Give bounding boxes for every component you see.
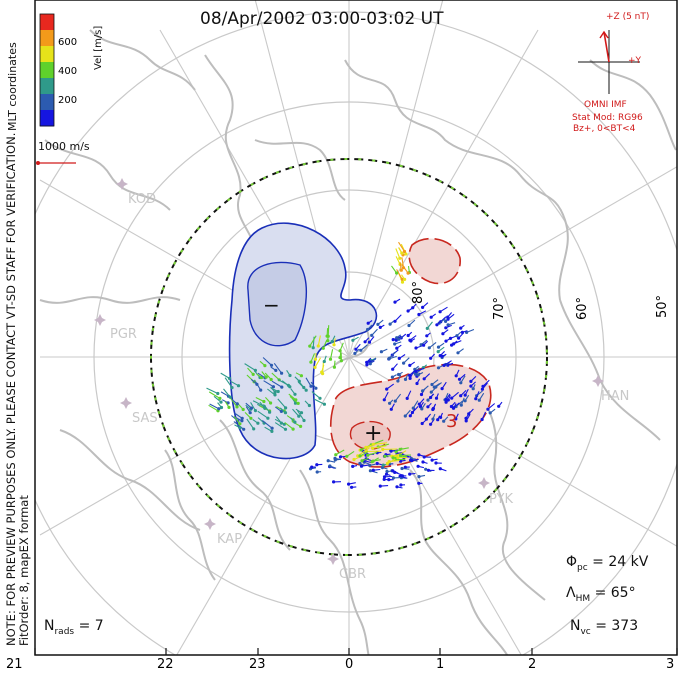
vector-arrow — [395, 315, 401, 322]
mlt-tick-3: 3 — [666, 657, 674, 672]
vector-arrow — [378, 320, 383, 324]
latitude-label-80: 80° — [411, 281, 426, 304]
colorbar-title: Vel [m/s] — [93, 26, 104, 70]
latitude-label-60: 60° — [575, 297, 590, 320]
vector-arrow — [399, 242, 405, 251]
stat-model-label: Stat Mod: RG96 — [572, 113, 643, 123]
vector-arrow — [335, 459, 340, 460]
vector-arrow — [221, 373, 230, 378]
station-label-han: HAN — [601, 389, 629, 404]
imf-condition-label: Bz+, 0<BT<4 — [573, 124, 635, 134]
mlt-tick-22: 22 — [157, 657, 174, 672]
vector-arrow — [404, 358, 410, 363]
vector-arrow — [349, 483, 356, 484]
negative-cell-symbol: − — [263, 293, 280, 317]
vector-arrow — [402, 469, 409, 470]
vector-arrow — [399, 248, 402, 254]
vector-arrow — [328, 461, 335, 463]
stat-phi-pc: Φpc = 24 kV — [566, 554, 648, 573]
station-marker — [327, 556, 339, 562]
vector-arrow — [207, 388, 218, 393]
vector-arrow — [440, 307, 447, 312]
vector-arrow — [499, 402, 502, 406]
vector-arrow — [395, 299, 400, 302]
latitude-label-50: 50° — [655, 295, 670, 318]
vector-arrow — [443, 330, 448, 334]
vector-arrow — [393, 364, 398, 370]
station-label-kod: KOD — [128, 192, 156, 207]
station-label-sas: SAS — [132, 411, 158, 426]
mlt-tick-21: 21 — [6, 657, 23, 672]
vector-arrow — [410, 362, 415, 365]
fit-order-note: FitOrder: 8, mapEX format — [17, 495, 31, 646]
colorbar-tick-200: 200 — [58, 95, 77, 106]
mlt-axis-ticks — [35, 648, 677, 655]
velocity-colorbar — [40, 14, 54, 127]
colorbar-segment — [40, 14, 54, 31]
vector-arrow — [331, 349, 333, 359]
station-label-pgr: PGR — [110, 327, 137, 342]
vector-arrow — [457, 332, 461, 336]
imf-source-label: OMNI IMF — [584, 100, 627, 110]
mlt-tick-0: 0 — [345, 657, 353, 672]
colorbar-segment — [40, 46, 54, 63]
vector-arrow — [439, 343, 445, 347]
vector-arrow — [458, 349, 464, 353]
colorbar-segment — [40, 62, 54, 79]
scale-vector — [36, 161, 76, 165]
station-marker — [204, 521, 216, 527]
vector-arrow — [373, 470, 380, 471]
colorbar-tick-600: 600 — [58, 37, 77, 48]
colorbar-segment — [40, 30, 54, 47]
latitude-label-70: 70° — [492, 297, 507, 320]
colorbar-segment — [40, 110, 54, 127]
vector-arrow — [224, 389, 231, 397]
vector-arrow — [467, 330, 474, 333]
vector-arrow — [372, 329, 378, 335]
stat-lambda-hm: ΛHM = 65° — [566, 585, 636, 604]
imf-z-label: +Z (5 nT) — [606, 12, 649, 22]
contour-label: 3 — [446, 411, 457, 432]
station-marker — [120, 400, 132, 406]
mlt-tick-1: 1 — [436, 657, 444, 672]
imf-y-label: +Y — [628, 56, 641, 66]
mlt-tick-23: 23 — [249, 657, 266, 672]
positive-cell-symbol: + — [364, 421, 382, 446]
colorbar-tick-400: 400 — [58, 66, 77, 77]
colorbar-segment — [40, 94, 54, 111]
vector-arrow — [431, 314, 436, 317]
stat-n-vc: Nvc = 373 — [570, 618, 638, 637]
preview-note: NOTE: FOR PREVIEW PURPOSES ONLY. PLEASE … — [4, 133, 18, 646]
station-label-cbr: CBR — [339, 567, 366, 582]
station-label-kap: KAP — [217, 532, 242, 547]
mlt-coordinates-label: MLT coordinates — [6, 42, 19, 131]
vector-arrow — [380, 486, 388, 487]
vector-arrow — [370, 337, 375, 343]
scale-vector-label: 1000 m/s — [38, 140, 90, 153]
vector-arrow — [327, 328, 328, 336]
vector-arrow — [328, 325, 329, 336]
mlt-tick-2: 2 — [528, 657, 536, 672]
vector-arrow — [408, 332, 412, 335]
vector-arrow — [316, 353, 317, 359]
vector-arrow — [490, 409, 495, 413]
vector-arrow — [386, 454, 391, 455]
colorbar-segment — [40, 78, 54, 95]
vector-arrow — [397, 345, 402, 348]
vector-arrow — [410, 474, 416, 475]
vector-arrow — [395, 472, 402, 475]
plot-title: 08/Apr/2002 03:00-03:02 UT — [200, 9, 444, 29]
vector-arrow — [334, 361, 335, 368]
station-marker — [478, 480, 490, 486]
station-marker — [116, 181, 128, 187]
vector-arrow — [392, 266, 397, 273]
stat-n-rads: Nrads = 7 — [44, 618, 104, 637]
vector-arrow — [222, 400, 228, 403]
station-label-pyk: PYK — [489, 492, 513, 507]
